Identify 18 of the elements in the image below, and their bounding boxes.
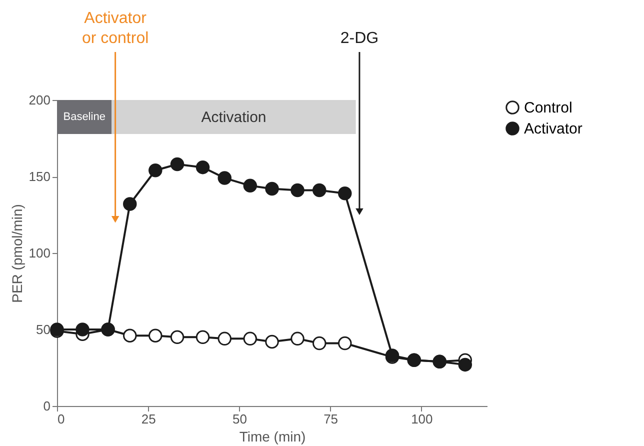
band-label: Activation [201,109,266,126]
x-tick-label: 50 [232,412,247,426]
y-tick-label: 0 [43,398,50,414]
y-axis-title: PER (pmol/min) [8,204,25,303]
legend-label: Control [524,100,572,116]
x-tick-label: 100 [411,412,433,426]
band-label: Baseline [63,111,106,123]
x-tick-label: 75 [324,412,338,426]
y-tick-label: 150 [28,169,50,184]
x-tick-label: 0 [58,412,65,426]
y-tick-label: 50 [36,322,50,337]
annotation: 2-DG [340,30,379,47]
legend-label: Activator [524,120,582,138]
y-tick-label: 100 [28,246,50,260]
x-tick-label: 25 [141,412,156,426]
y-tick-label: 200 [28,92,50,108]
x-axis-title: Time (min) [239,428,306,444]
annotation: Activator or control [82,10,149,47]
